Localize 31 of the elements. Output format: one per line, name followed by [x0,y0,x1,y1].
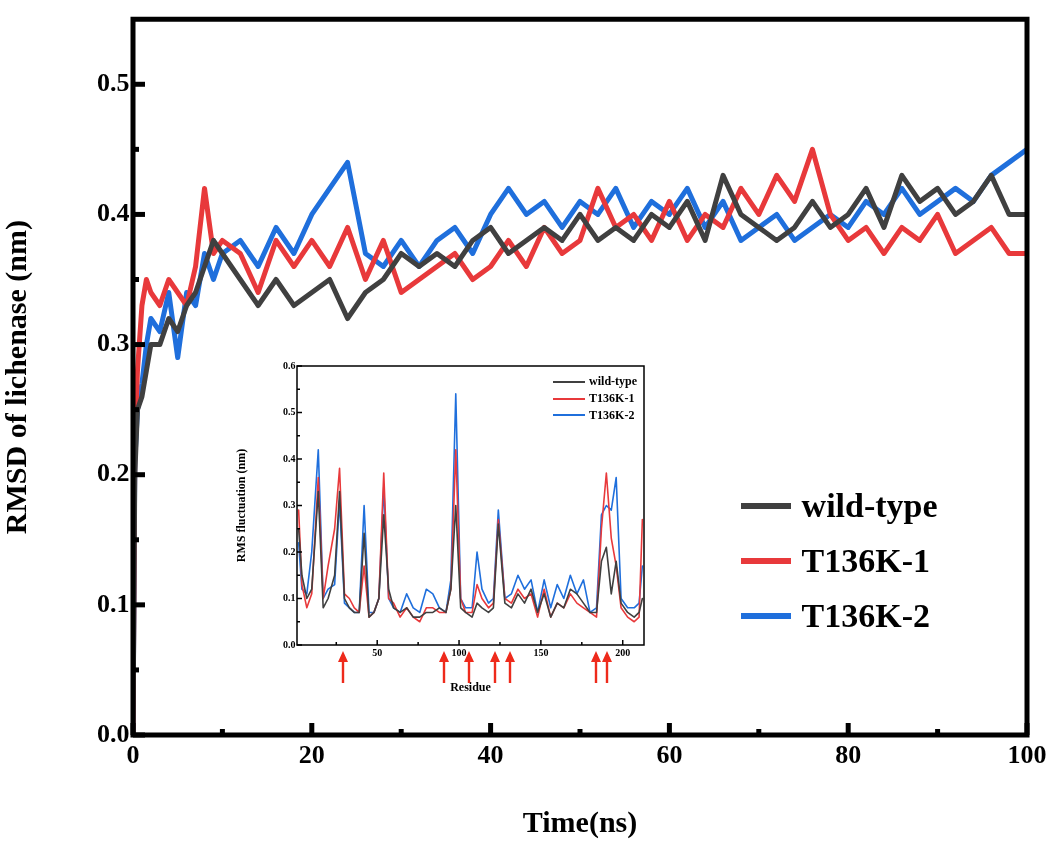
y-tick-label: 0.1 [96,588,130,618]
y-tick-label: 0.5 [283,406,296,418]
x-tick-label: 20 [298,740,325,770]
y-tick-label: 0.0 [283,638,296,650]
x-tick-label: 50 [372,647,383,659]
x-axis-title: Residue [450,679,492,694]
legend-label: T136K-1 [589,390,635,407]
x-tick-label: 60 [656,740,683,770]
x-tick-label: 100 [1007,740,1047,770]
y-axis-title: RMS fluctuation (nm) [234,448,249,563]
y-tick-label: 0.1 [283,592,296,604]
x-tick-label: 150 [533,647,549,659]
y-tick-label: 0.6 [283,359,296,371]
y-tick-label: 0.2 [96,458,130,488]
x-axis-title: Time(ns) [522,804,638,839]
y-tick-label: 0.2 [283,545,296,557]
y-axis-title: RMSD of lichenase (nm) [0,220,33,535]
x-tick-label: 40 [477,740,504,770]
legend-label: T136K-1 [801,540,931,581]
legend-label: T136K-2 [589,407,635,424]
x-tick-label: 100 [451,647,467,659]
x-tick-label: 80 [835,740,862,770]
legend-label: wild-type [801,485,938,526]
y-tick-label: 0.3 [96,328,130,358]
y-tick-label: 0.4 [96,198,130,228]
y-tick-label: 0.3 [283,499,296,511]
legend-label: wild-type [589,374,638,390]
y-tick-label: 0.4 [283,452,296,464]
y-tick-label: 0.5 [96,67,130,97]
legend-label: T136K-2 [801,595,931,636]
x-tick-label: 200 [615,647,631,659]
